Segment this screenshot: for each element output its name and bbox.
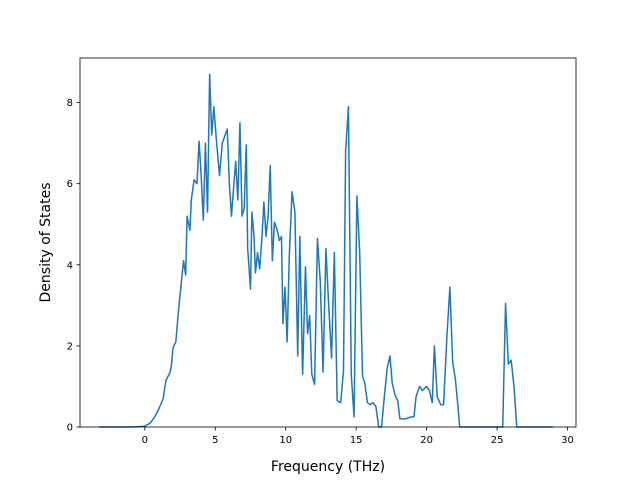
y-axis-label: Density of States	[38, 183, 54, 303]
x-tick-label: 15	[350, 435, 363, 446]
x-tick-label: 5	[212, 435, 218, 446]
y-tick-label: 2	[67, 341, 73, 352]
x-tick-label: 25	[491, 435, 504, 446]
plot-area	[98, 73, 553, 428]
x-tick-label: 10	[279, 435, 292, 446]
x-tick-label: 30	[561, 435, 574, 446]
y-tick-label: 8	[67, 98, 73, 109]
x-axis-label: Frequency (THz)	[271, 459, 385, 475]
y-tick-label: 6	[67, 179, 73, 190]
axes-frame	[79, 57, 577, 428]
y-tick-label: 0	[67, 423, 73, 434]
x-tick-label: 20	[420, 435, 433, 446]
y-tick-label: 4	[67, 260, 73, 271]
x-axis-ticks: 0 5 10 15 20 25 30	[142, 427, 574, 446]
dos-series-line	[98, 73, 553, 428]
x-tick-label: 0	[142, 435, 148, 446]
y-axis-ticks: 0 2 4 6 8	[67, 98, 80, 434]
